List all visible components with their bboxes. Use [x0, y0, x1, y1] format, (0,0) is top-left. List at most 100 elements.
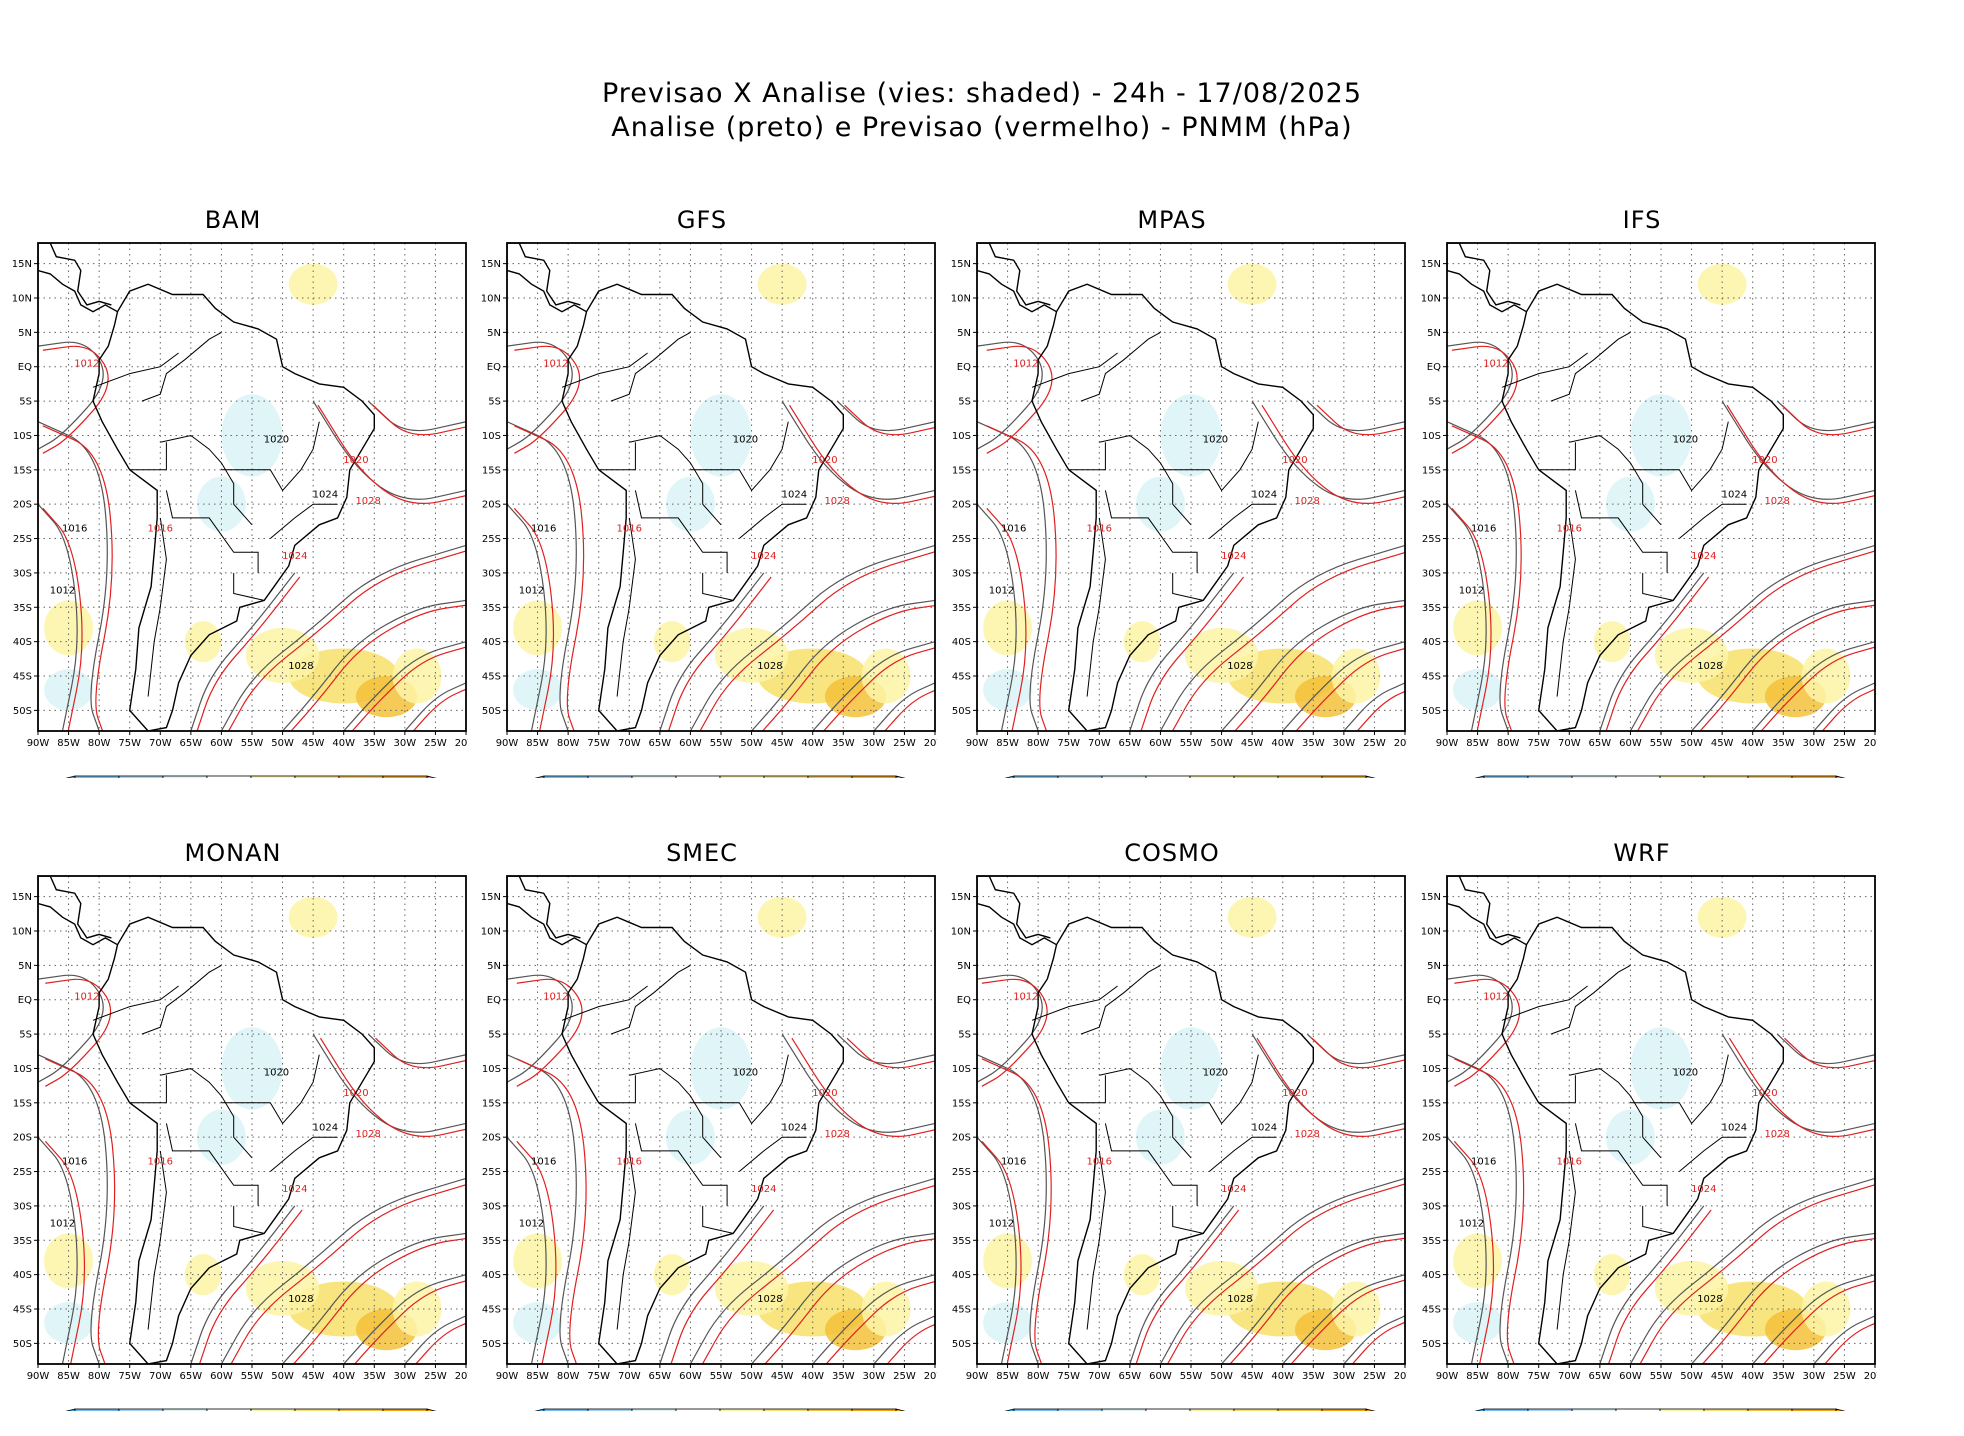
lon-tick-label: 50W [1210, 738, 1233, 749]
forecast-isobar [1166, 1183, 1405, 1364]
lon-tick-label: 25W [424, 738, 447, 749]
central-america-coastline [977, 243, 1057, 313]
bias-shade [1630, 1027, 1692, 1110]
lon-tick-label: 75W [118, 738, 141, 749]
panel-map: 1012 1016 1020 1024 1028 1012 1016 1020 1024 1028… [1421, 242, 1877, 778]
lat-tick-label: 5S [488, 397, 501, 408]
forecast-isobar [44, 1140, 86, 1364]
lat-tick-label: 5S [1428, 397, 1441, 408]
lat-tick-label: EQ [18, 995, 32, 1006]
lat-tick-label: 5S [488, 1030, 501, 1041]
lon-tick-label: 45W [302, 1371, 325, 1382]
lat-tick-label: 35S [482, 1236, 501, 1247]
country-border [629, 434, 722, 526]
panel-title: MPAS [1137, 206, 1207, 234]
isobar-label: 1012 [543, 992, 568, 1003]
lon-tick-label: 85W [57, 1371, 80, 1382]
lat-tick-label: 5N [1427, 328, 1441, 339]
country-border [92, 352, 179, 388]
central-america-coastline [1447, 876, 1527, 946]
lon-tick-label: 85W [1466, 738, 1489, 749]
lat-tick-label: 50S [13, 706, 32, 717]
lon-tick-label: 25W [424, 1371, 447, 1382]
central-america-coastline [507, 876, 587, 946]
lon-tick-label: 75W [1527, 1371, 1550, 1382]
country-border [634, 490, 728, 573]
lon-tick-label: 85W [57, 738, 80, 749]
lon-tick-label: 60W [1149, 738, 1172, 749]
analysis-isobar [38, 503, 78, 731]
lon-tick-label: 90W [27, 738, 50, 749]
isobar-label: 1024 [313, 1122, 338, 1133]
lat-tick-label: 15S [482, 465, 501, 476]
lat-tick-label: 25S [952, 534, 971, 545]
isobar-label: 1020 [733, 1067, 758, 1078]
bias-shade [44, 1233, 94, 1289]
lon-tick-label: 90W [27, 1371, 50, 1382]
analysis-isobar [220, 544, 466, 731]
country-border [598, 1075, 636, 1104]
lon-tick-label: 45W [302, 738, 325, 749]
lon-tick-label: 50W [271, 738, 294, 749]
analysis-isobar [1306, 400, 1405, 432]
colorbar: -4-3-2-11234 [1004, 775, 1376, 778]
lat-tick-label: 15S [1422, 1098, 1441, 1109]
country-border [1556, 517, 1576, 697]
lon-tick-label: 70W [1088, 1371, 1111, 1382]
lat-tick-label: 15S [482, 1098, 501, 1109]
lon-tick-label: 70W [1088, 738, 1111, 749]
isobar-label: 1020 [1752, 1088, 1777, 1099]
lon-tick-label: 35W [363, 1371, 386, 1382]
lon-tick-label: 75W [118, 1371, 141, 1382]
country-border [1172, 1205, 1204, 1234]
isobar-label: 1028 [824, 496, 849, 507]
isobar-label: 1012 [989, 586, 1014, 597]
lon-tick-label: 30W [863, 1371, 886, 1382]
panel-map: 1012 1016 1020 1024 1028 1012 1016 1020 1024 1028… [481, 242, 937, 778]
lat-tick-label: 50S [952, 706, 971, 717]
analysis-isobar [873, 682, 935, 731]
bias-shade [288, 263, 338, 305]
country-border [1068, 1075, 1106, 1104]
bias-shade [714, 627, 789, 683]
panel-map: 1012 1016 1020 1024 1028 1012 1016 1020 1024 1028… [12, 242, 468, 778]
lon-tick-label: 75W [587, 738, 610, 749]
analysis-isobar [659, 1205, 765, 1364]
lon-tick-label: 85W [996, 738, 1019, 749]
country-border [233, 1205, 265, 1234]
analysis-isobar [1251, 400, 1405, 500]
country-border [616, 1150, 636, 1330]
isobar-label: 1016 [1087, 524, 1112, 535]
lat-tick-label: 10S [482, 431, 501, 442]
country-border [129, 442, 167, 471]
lat-tick-label: 30S [1422, 568, 1441, 579]
forecast-isobar [846, 1037, 935, 1069]
panel-gfs: GFS 1012 1016 1020 1024 1028 1012 1016 1020 1024 1… [467, 198, 937, 778]
forecast-isobar [1784, 1037, 1875, 1069]
isobar-label: 1016 [1557, 1157, 1582, 1168]
forecast-isobar [986, 345, 1053, 454]
lon-tick-label: 40W [1741, 738, 1764, 749]
lon-tick-label: 40W [1271, 738, 1294, 749]
analysis-isobar [689, 1177, 935, 1364]
lon-tick-label: 90W [1436, 1371, 1459, 1382]
country-border [129, 1075, 167, 1104]
forecast-isobar [764, 1238, 935, 1364]
colorbar: -4-3-2-11234 [65, 1408, 437, 1411]
isobar-label: 1024 [1221, 1184, 1246, 1195]
forecast-isobar [196, 576, 301, 731]
forecast-isobar [1781, 404, 1875, 436]
bias-shade [983, 600, 1033, 656]
lat-tick-label: 35S [482, 603, 501, 614]
country-border [1550, 964, 1631, 1035]
lat-tick-label: 10S [952, 1064, 971, 1075]
lon-tick-label: 20W [1864, 1371, 1877, 1382]
bias-shade [1227, 896, 1277, 938]
isobar-label: 1028 [1294, 1129, 1319, 1140]
lon-tick-label: 30W [1333, 1371, 1356, 1382]
lon-tick-label: 35W [1302, 738, 1325, 749]
lon-tick-label: 60W [210, 738, 233, 749]
forecast-isobar [42, 345, 109, 454]
analysis-isobar [507, 503, 547, 731]
bias-shade [288, 896, 338, 938]
